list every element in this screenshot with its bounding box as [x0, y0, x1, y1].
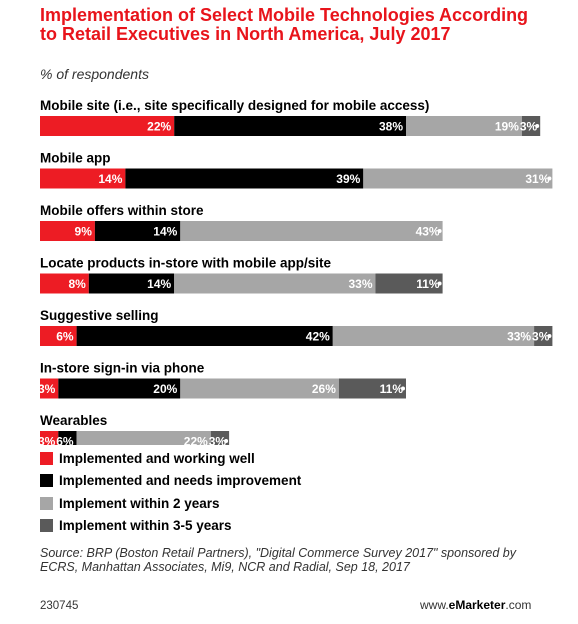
- data-label: 6%: [56, 435, 74, 446]
- data-label: 9%: [75, 225, 93, 239]
- category-label: Mobile app: [40, 151, 111, 166]
- chart-legend: Implemented and working well Implemented …: [40, 447, 301, 537]
- bar-segment: [40, 116, 175, 136]
- data-label: 26%: [312, 382, 336, 396]
- data-label: 33%: [348, 277, 372, 291]
- brand-suffix: .com: [505, 598, 532, 612]
- data-label: 42%: [306, 330, 330, 344]
- bar-end-marker: [437, 229, 442, 233]
- data-label: 31%: [525, 172, 549, 186]
- bar-segment: [40, 273, 89, 294]
- bar-segment: [76, 431, 211, 445]
- legend-item: Implemented and working well: [40, 447, 301, 470]
- bar-end-marker: [437, 281, 442, 286]
- brand-prefix: www.: [420, 598, 449, 612]
- bar-end-marker: [547, 176, 552, 181]
- bar-segment: [40, 431, 59, 445]
- legend-swatch: [40, 451, 53, 465]
- bar-segment: [58, 431, 77, 445]
- bar-end-marker: [401, 386, 405, 391]
- category-label: Wearables: [40, 413, 107, 428]
- legend-label: Implemented and needs improvement: [59, 473, 302, 489]
- bar-segment: [94, 221, 181, 241]
- chart-title: Implementation of Select Mobile Technolo…: [40, 5, 529, 44]
- bar-segment: [40, 221, 95, 241]
- bar-segment: [174, 116, 406, 136]
- data-label: 43%: [416, 225, 440, 239]
- data-label: 22%: [184, 435, 208, 446]
- category-label: Mobile offers within store: [40, 203, 204, 218]
- data-label: 3%: [38, 435, 56, 446]
- data-label: 3%: [520, 120, 538, 134]
- bar-segment: [40, 326, 77, 346]
- bar-end-marker: [547, 334, 552, 338]
- brand-name: eMarketer: [448, 598, 506, 612]
- data-label: 33%: [507, 330, 531, 344]
- bar-segment: [58, 378, 181, 399]
- legend-item: Implement within 2 years: [40, 492, 301, 515]
- legend-item: Implemented and needs improvement: [40, 470, 301, 493]
- stacked-bar-chart: Mobile site (i.e., site specifically des…: [38, 98, 553, 446]
- bar-segment: [180, 221, 443, 241]
- legend-swatch: [40, 519, 53, 533]
- bar-segment: [125, 168, 364, 189]
- bar-segment: [375, 273, 443, 294]
- category-label: Mobile site (i.e., site specifically des…: [40, 98, 429, 113]
- data-label: 14%: [147, 277, 171, 291]
- bar-segment: [363, 168, 553, 189]
- data-label: 14%: [98, 172, 122, 186]
- legend-swatch: [40, 474, 53, 488]
- data-label: 11%: [416, 277, 440, 291]
- data-label: 6%: [56, 330, 74, 344]
- data-label: 39%: [336, 172, 360, 186]
- bar-segment: [76, 326, 333, 346]
- bar-segment: [521, 116, 541, 136]
- bar-end-marker: [535, 124, 540, 128]
- data-label: 3%: [38, 382, 56, 396]
- data-label: 3%: [209, 435, 227, 446]
- legend-label: Implement within 3-5 years: [59, 518, 232, 534]
- data-label: 20%: [153, 382, 177, 396]
- legend-swatch: [40, 496, 53, 510]
- chart-id: 230745: [40, 600, 79, 612]
- data-label: 22%: [147, 120, 171, 134]
- category-label: Suggestive selling: [40, 308, 159, 323]
- bar-segment: [174, 273, 376, 294]
- legend-label: Implement within 2 years: [59, 495, 220, 511]
- bar-segment: [534, 326, 553, 346]
- brand-credit: www.eMarketer.com: [420, 598, 531, 612]
- bar-segment: [88, 273, 175, 294]
- bar-segment: [180, 378, 339, 399]
- data-label: 3%: [532, 330, 550, 344]
- category-label: Locate products in-store with mobile app…: [40, 256, 332, 271]
- bar-end-marker: [224, 439, 229, 443]
- data-label: 14%: [153, 225, 177, 239]
- legend-item: Implement within 3-5 years: [40, 515, 301, 538]
- legend-label: Implemented and working well: [59, 450, 255, 466]
- category-label: In-store sign-in via phone: [40, 361, 205, 376]
- chart-subtitle: % of respondents: [40, 66, 149, 82]
- source-note: Source: BRP (Boston Retail Partners), "D…: [40, 546, 516, 574]
- data-label: 38%: [379, 120, 403, 134]
- bar-segment: [40, 378, 59, 399]
- bar-segment: [406, 116, 522, 136]
- data-label: 11%: [380, 382, 404, 396]
- bar-segment: [40, 168, 126, 189]
- data-label: 8%: [68, 277, 86, 291]
- bar-segment: [338, 378, 406, 399]
- bar-segment: [332, 326, 535, 346]
- data-label: 19%: [495, 120, 519, 134]
